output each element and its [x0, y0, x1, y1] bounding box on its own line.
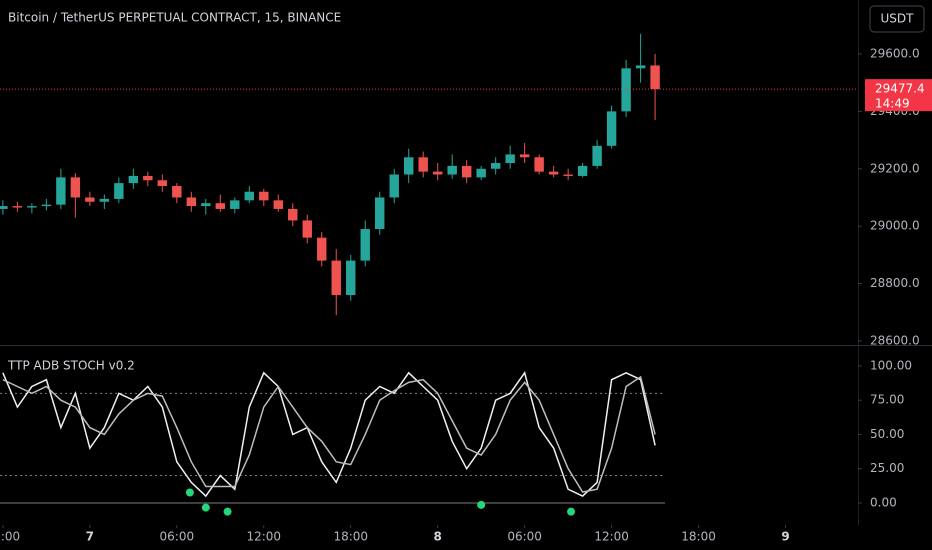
candle-body	[201, 203, 211, 207]
candle-body	[128, 175, 139, 184]
candle-body	[157, 180, 168, 186]
chart-title: Bitcoin / TetherUS PERPETUAL CONTRACT, 1…	[8, 11, 341, 25]
countdown-label: 14:49	[875, 97, 910, 111]
candle-body	[375, 197, 385, 230]
y-tick-label: 29000.0	[870, 219, 920, 233]
y-tick-label: 28800.0	[870, 276, 920, 290]
candle-body	[215, 203, 226, 209]
stoch-line	[2, 375, 656, 493]
candle-body	[432, 171, 443, 175]
candle-body	[490, 163, 501, 169]
currency-label[interactable]: USDT	[881, 12, 915, 26]
candle-body	[0, 206, 8, 209]
x-tick-label: 18:00	[681, 530, 716, 544]
candle-body	[403, 157, 414, 175]
candle-body	[244, 191, 254, 201]
last-price-box	[865, 79, 932, 112]
x-tick-label: 06:00	[160, 530, 195, 544]
x-tick-label: 06:00	[507, 530, 542, 544]
y-tick-label: 75.00	[870, 393, 904, 407]
x-tick-label: 12:00	[0, 530, 20, 544]
candle-body	[56, 177, 66, 205]
candle-body	[476, 168, 486, 178]
candle-body	[41, 204, 52, 207]
candle-body	[186, 197, 197, 207]
signal-dot	[223, 507, 232, 516]
y-tick-label: 29600.0	[870, 46, 920, 60]
candle-body	[418, 157, 428, 172]
candle-body	[534, 157, 544, 172]
candle-body	[288, 208, 298, 221]
candle-body	[273, 200, 283, 209]
candle-body	[302, 220, 312, 238]
x-tick-label: 8	[434, 530, 442, 544]
y-tick-label: 100.00	[870, 358, 912, 372]
candle-body	[70, 177, 81, 198]
currency-button[interactable]	[869, 5, 925, 33]
candle-body	[114, 183, 124, 199]
candle-body	[461, 165, 472, 178]
candle-body	[99, 198, 110, 202]
signal-dot	[201, 503, 210, 512]
x-tick-label: 9	[781, 530, 789, 544]
candle-body	[346, 260, 356, 296]
candle-body	[650, 65, 660, 90]
y-tick-label: 50.00	[870, 427, 904, 441]
y-tick-label: 28600.0	[870, 333, 920, 347]
x-tick-label: 12:00	[246, 530, 281, 544]
candle-body	[606, 111, 617, 146]
x-tick-label: 7	[86, 530, 94, 544]
candle-body	[577, 165, 588, 176]
y-tick-label: 25.00	[870, 461, 904, 475]
indicator-title: TTP ADB STOCH v0.2	[7, 359, 135, 373]
candle-body	[548, 171, 559, 175]
candle-body	[519, 154, 530, 158]
last-price-label: 29477.4	[875, 82, 925, 96]
candle-body	[592, 145, 602, 166]
candle-body	[621, 68, 631, 112]
y-tick-label: 0.00	[870, 495, 897, 509]
candle-body	[230, 200, 240, 209]
candle-body	[360, 229, 370, 261]
signal-dot	[185, 488, 194, 497]
stoch-line	[2, 371, 656, 498]
candle-body	[447, 165, 457, 175]
candle-body	[143, 175, 153, 181]
candle-body	[27, 206, 37, 208]
candle-body	[505, 154, 515, 164]
candle-body	[635, 65, 646, 69]
candle-body	[172, 185, 182, 198]
candle-body	[259, 191, 269, 201]
signal-dot	[477, 500, 486, 509]
candle-body	[563, 174, 573, 176]
candle-body	[12, 206, 23, 208]
x-tick-label: 18:00	[333, 530, 368, 544]
candle-body	[331, 260, 341, 296]
x-tick-label: 12:00	[594, 530, 629, 544]
candle-body	[317, 237, 327, 261]
candle-body	[85, 197, 95, 202]
candle-body	[389, 174, 399, 198]
signal-dot	[567, 507, 576, 516]
y-tick-label: 29200.0	[870, 161, 920, 175]
